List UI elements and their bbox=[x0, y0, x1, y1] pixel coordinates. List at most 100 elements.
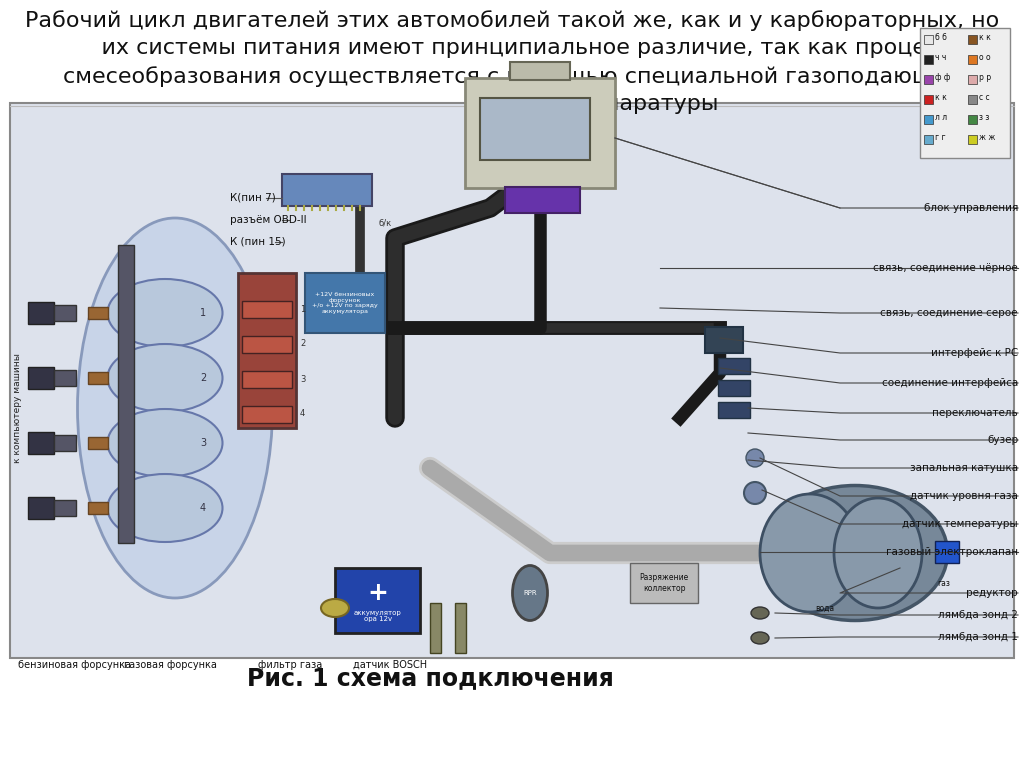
Text: ч ч: ч ч bbox=[935, 54, 946, 62]
Text: 4: 4 bbox=[300, 409, 305, 419]
Bar bbox=[630, 563, 698, 603]
Text: 3: 3 bbox=[300, 375, 305, 383]
Ellipse shape bbox=[108, 279, 222, 347]
Text: лямбда зонд 2: лямбда зонд 2 bbox=[938, 610, 1018, 620]
Text: 2: 2 bbox=[200, 373, 206, 383]
Bar bbox=[924, 115, 933, 124]
Text: соединение интерфейса: соединение интерфейса bbox=[882, 378, 1018, 388]
Text: их системы питания имеют принципиальное различие, так как процесс: их системы питания имеют принципиальное … bbox=[74, 38, 950, 58]
Text: газовый электроклапан: газовый электроклапан bbox=[886, 547, 1018, 557]
Text: б/к: б/к bbox=[379, 219, 391, 227]
Bar bbox=[54, 435, 76, 451]
Text: RPR: RPR bbox=[523, 590, 537, 596]
Text: бузер: бузер bbox=[987, 435, 1018, 445]
Ellipse shape bbox=[751, 632, 769, 644]
Ellipse shape bbox=[512, 565, 548, 621]
Bar bbox=[718, 358, 750, 374]
Text: ф ф: ф ф bbox=[935, 74, 950, 82]
Ellipse shape bbox=[321, 599, 349, 617]
Text: р р: р р bbox=[979, 74, 991, 82]
Bar bbox=[54, 370, 76, 386]
Bar bbox=[935, 541, 959, 563]
Bar bbox=[718, 402, 750, 418]
Text: фильтр газа: фильтр газа bbox=[258, 660, 323, 670]
Bar bbox=[480, 98, 590, 160]
Ellipse shape bbox=[746, 449, 764, 467]
Bar bbox=[238, 273, 296, 428]
Bar bbox=[28, 367, 54, 389]
Text: Рис. 1 схема подключения: Рис. 1 схема подключения bbox=[247, 666, 613, 690]
Text: 2: 2 bbox=[300, 339, 305, 349]
Text: к к: к к bbox=[979, 34, 991, 42]
Bar bbox=[968, 75, 977, 84]
Ellipse shape bbox=[763, 485, 947, 621]
Bar bbox=[242, 371, 292, 388]
Ellipse shape bbox=[751, 607, 769, 619]
Bar bbox=[968, 95, 977, 104]
Bar bbox=[924, 35, 933, 44]
Text: датчик уровня газа: датчик уровня газа bbox=[910, 491, 1018, 501]
Text: 3: 3 bbox=[200, 438, 206, 448]
Bar bbox=[88, 437, 108, 449]
Ellipse shape bbox=[108, 409, 222, 477]
Bar bbox=[335, 568, 420, 633]
Text: разъём OBD-II: разъём OBD-II bbox=[230, 215, 306, 225]
Bar bbox=[430, 603, 441, 653]
Text: лямбда зонд 1: лямбда зонд 1 bbox=[938, 632, 1018, 642]
Text: смесеобразования осуществляется с помощью специальной газоподающей: смесеобразования осуществляется с помощь… bbox=[63, 66, 961, 87]
Text: редуктор: редуктор bbox=[967, 588, 1018, 598]
Text: связь, соединение серое: связь, соединение серое bbox=[881, 308, 1018, 318]
Bar bbox=[242, 406, 292, 423]
FancyBboxPatch shape bbox=[465, 78, 615, 188]
Ellipse shape bbox=[108, 344, 222, 412]
Bar bbox=[88, 307, 108, 319]
Text: з з: з з bbox=[979, 114, 989, 123]
Text: +12V бензиновых
форсунок
+/o +12V по заряду
аккумулятора: +12V бензиновых форсунок +/o +12V по зар… bbox=[312, 292, 378, 314]
Bar bbox=[88, 502, 108, 514]
Bar bbox=[282, 174, 372, 206]
Bar bbox=[305, 273, 385, 333]
Text: переключатель: переключатель bbox=[932, 408, 1018, 418]
Bar bbox=[968, 55, 977, 64]
Text: запальная катушка: запальная катушка bbox=[910, 463, 1018, 473]
Bar bbox=[924, 75, 933, 84]
Bar bbox=[505, 187, 580, 213]
Text: с с: с с bbox=[979, 94, 989, 102]
Text: г г: г г bbox=[935, 134, 945, 143]
Text: датчик температуры: датчик температуры bbox=[902, 519, 1018, 529]
Text: вода: вода bbox=[815, 604, 835, 613]
Text: аккумулятор
ора 12v: аккумулятор ора 12v bbox=[354, 610, 401, 623]
Ellipse shape bbox=[108, 474, 222, 542]
Bar bbox=[118, 245, 134, 543]
Bar bbox=[968, 115, 977, 124]
Bar bbox=[242, 301, 292, 318]
Text: Разряжение
коллектор: Разряжение коллектор bbox=[639, 573, 688, 593]
Bar bbox=[28, 497, 54, 519]
Bar bbox=[705, 327, 743, 353]
Bar bbox=[242, 336, 292, 353]
Text: интерфейс к РС: интерфейс к РС bbox=[931, 348, 1018, 358]
Ellipse shape bbox=[744, 482, 766, 504]
Ellipse shape bbox=[78, 218, 272, 598]
Text: 4: 4 bbox=[200, 503, 206, 513]
Text: блок управления: блок управления bbox=[924, 203, 1018, 213]
Text: газовая форсунка: газовая форсунка bbox=[124, 660, 216, 670]
Ellipse shape bbox=[760, 494, 860, 612]
Bar bbox=[88, 372, 108, 384]
Bar bbox=[10, 103, 1014, 658]
Bar bbox=[510, 62, 570, 80]
Text: газ: газ bbox=[938, 578, 950, 588]
Text: К (пин 15): К (пин 15) bbox=[230, 237, 286, 247]
Bar bbox=[28, 432, 54, 454]
Text: к к: к к bbox=[935, 94, 947, 102]
Text: аппаратуры: аппаратуры bbox=[306, 94, 718, 114]
Text: л л: л л bbox=[935, 114, 947, 123]
Ellipse shape bbox=[834, 498, 922, 608]
Bar bbox=[968, 135, 977, 144]
Bar bbox=[968, 35, 977, 44]
Bar bbox=[455, 603, 466, 653]
Text: Рабочий цикл двигателей этих автомобилей такой же, как и у карбюраторных, но: Рабочий цикл двигателей этих автомобилей… bbox=[25, 10, 999, 31]
Text: связь, соединение чёрное: связь, соединение чёрное bbox=[873, 263, 1018, 273]
Bar bbox=[924, 55, 933, 64]
Text: +: + bbox=[368, 581, 388, 605]
